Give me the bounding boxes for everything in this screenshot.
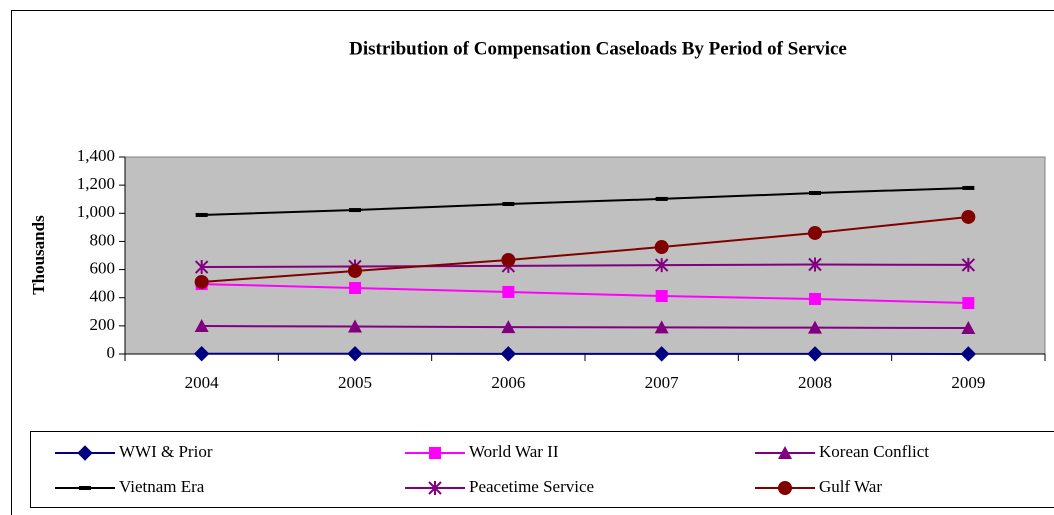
- marker: [654, 240, 669, 255]
- marker: [193, 346, 210, 362]
- x-tick-label: 2004: [185, 373, 220, 392]
- marker: [808, 225, 822, 240]
- series-line: [201, 186, 969, 216]
- marker: [655, 290, 668, 303]
- marker: [961, 209, 976, 224]
- legend-label: Gulf War: [819, 477, 882, 496]
- marker: [348, 319, 362, 333]
- marker: [194, 260, 209, 275]
- y-tick-label: 600: [90, 258, 116, 277]
- marker: [961, 257, 976, 272]
- legend-label: World War II: [469, 442, 559, 461]
- legend-label: Korean Conflict: [819, 442, 929, 461]
- marker: [778, 481, 792, 495]
- marker: [349, 282, 361, 295]
- marker: [960, 346, 977, 362]
- marker: [347, 346, 363, 362]
- marker: [194, 318, 209, 332]
- marker: [778, 446, 792, 459]
- marker: [502, 285, 515, 298]
- series-line: [201, 283, 969, 305]
- marker: [195, 212, 208, 217]
- x-tick-label: 2008: [798, 373, 832, 392]
- marker: [428, 481, 442, 495]
- y-tick-label: 1,000: [77, 202, 115, 221]
- marker: [79, 486, 91, 490]
- y-tick-label: 0: [107, 343, 116, 362]
- marker: [348, 263, 362, 278]
- marker: [961, 320, 976, 334]
- x-tick-label: 2005: [338, 373, 372, 392]
- marker: [349, 208, 361, 213]
- marker: [500, 346, 517, 362]
- y-axis-label: Thousands: [29, 215, 48, 295]
- x-tick-label: 2006: [491, 373, 525, 392]
- legend-box: [30, 431, 1054, 508]
- x-tick-label: 2007: [645, 373, 680, 392]
- marker: [807, 346, 823, 362]
- marker: [194, 274, 209, 289]
- marker: [654, 320, 669, 334]
- marker: [962, 297, 975, 310]
- legend-label: WWI & Prior: [119, 442, 213, 461]
- y-tick-label: 200: [90, 315, 116, 334]
- y-tick-label: 1,200: [77, 174, 115, 193]
- marker: [808, 257, 822, 272]
- marker: [653, 346, 670, 362]
- marker: [808, 320, 822, 334]
- plot-area: [124, 156, 1046, 355]
- marker: [502, 201, 515, 206]
- marker: [501, 320, 516, 334]
- y-tick-label: 1,400: [77, 146, 115, 165]
- series-line: [201, 324, 969, 329]
- y-tick-label: 800: [90, 230, 116, 249]
- marker: [809, 292, 821, 305]
- marker: [501, 253, 516, 268]
- series-line: [201, 263, 969, 269]
- marker: [654, 258, 669, 273]
- legend-label: Peacetime Service: [469, 477, 594, 496]
- marker: [809, 191, 821, 196]
- marker: [655, 196, 668, 201]
- marker: [429, 447, 441, 459]
- chart-title: Distribution of Compensation Caseloads B…: [349, 38, 847, 59]
- marker: [77, 445, 93, 461]
- series-line: [201, 215, 969, 283]
- marker: [962, 185, 975, 190]
- x-tick-label: 2009: [951, 373, 985, 392]
- y-tick-label: 400: [90, 287, 116, 306]
- legend-label: Vietnam Era: [119, 477, 205, 496]
